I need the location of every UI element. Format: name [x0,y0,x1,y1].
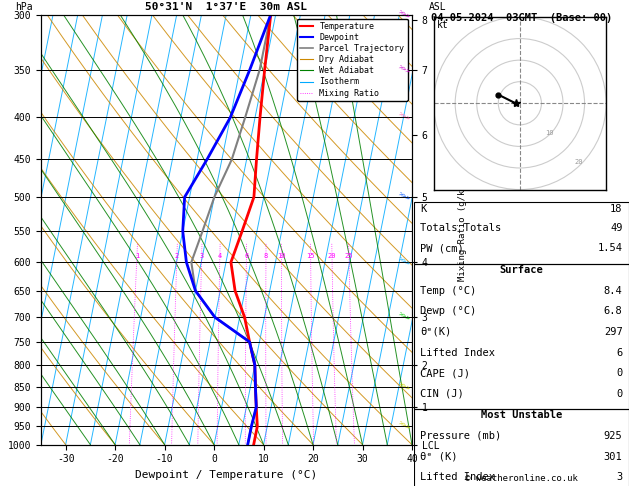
Text: 6: 6 [616,347,623,358]
Text: 3: 3 [616,472,623,482]
Text: 18: 18 [610,204,623,213]
Text: 1: 1 [135,253,139,259]
Text: 0: 0 [616,368,623,378]
Text: Temp (°C): Temp (°C) [420,286,477,295]
Title: 50°31'N  1°37'E  30m ASL: 50°31'N 1°37'E 30m ASL [145,2,308,13]
Text: 3: 3 [199,253,204,259]
Text: 0: 0 [616,389,623,399]
Text: 925: 925 [604,431,623,441]
Text: km
ASL: km ASL [429,0,447,13]
Text: 6.8: 6.8 [604,306,623,316]
Text: θᵉ (K): θᵉ (K) [420,451,458,462]
Text: 25: 25 [345,253,353,259]
Text: © weatheronline.co.uk: © weatheronline.co.uk [465,474,578,483]
Text: Lifted Index: Lifted Index [420,472,495,482]
Text: Surface: Surface [499,265,543,275]
Text: >>>: >>> [397,9,411,20]
Bar [414,264,629,409]
Text: 301: 301 [604,451,623,462]
Text: 297: 297 [604,327,623,337]
Legend: Temperature, Dewpoint, Parcel Trajectory, Dry Adiabat, Wet Adiabat, Isotherm, Mi: Temperature, Dewpoint, Parcel Trajectory… [297,19,408,101]
Text: 49: 49 [610,223,623,233]
Text: K: K [420,204,426,213]
Text: 2: 2 [175,253,179,259]
Text: 8: 8 [264,253,268,259]
Bar [414,409,629,486]
Text: Mixing Ratio (g/kg): Mixing Ratio (g/kg) [457,178,467,281]
Text: kt: kt [437,20,449,31]
Text: >>>: >>> [397,381,411,392]
Bar [414,202,629,264]
Text: 20: 20 [574,159,583,165]
Text: Totals Totals: Totals Totals [420,223,501,233]
Text: >>>: >>> [397,257,411,268]
Text: CIN (J): CIN (J) [420,389,464,399]
Text: 15: 15 [306,253,315,259]
Text: 10: 10 [545,130,554,136]
Text: >>>: >>> [397,420,411,432]
Text: >>>: >>> [397,112,411,123]
Text: θᵉ(K): θᵉ(K) [420,327,452,337]
Text: Most Unstable: Most Unstable [481,410,562,420]
Text: 10: 10 [277,253,286,259]
X-axis label: Dewpoint / Temperature (°C): Dewpoint / Temperature (°C) [135,470,318,480]
Text: >>>: >>> [397,312,411,323]
Text: >>>: >>> [397,191,411,203]
Text: Lifted Index: Lifted Index [420,347,495,358]
Text: 8.4: 8.4 [604,286,623,295]
Text: >>>: >>> [397,64,411,75]
Text: CAPE (J): CAPE (J) [420,368,470,378]
Text: 04.05.2024  03GMT  (Base: 00): 04.05.2024 03GMT (Base: 00) [431,13,612,23]
Text: Dewp (°C): Dewp (°C) [420,306,477,316]
Text: 6: 6 [244,253,248,259]
Text: Pressure (mb): Pressure (mb) [420,431,501,441]
Text: hPa: hPa [15,2,33,13]
Text: PW (cm): PW (cm) [420,243,464,253]
Text: 20: 20 [328,253,337,259]
Text: 1.54: 1.54 [598,243,623,253]
Text: 4: 4 [218,253,222,259]
